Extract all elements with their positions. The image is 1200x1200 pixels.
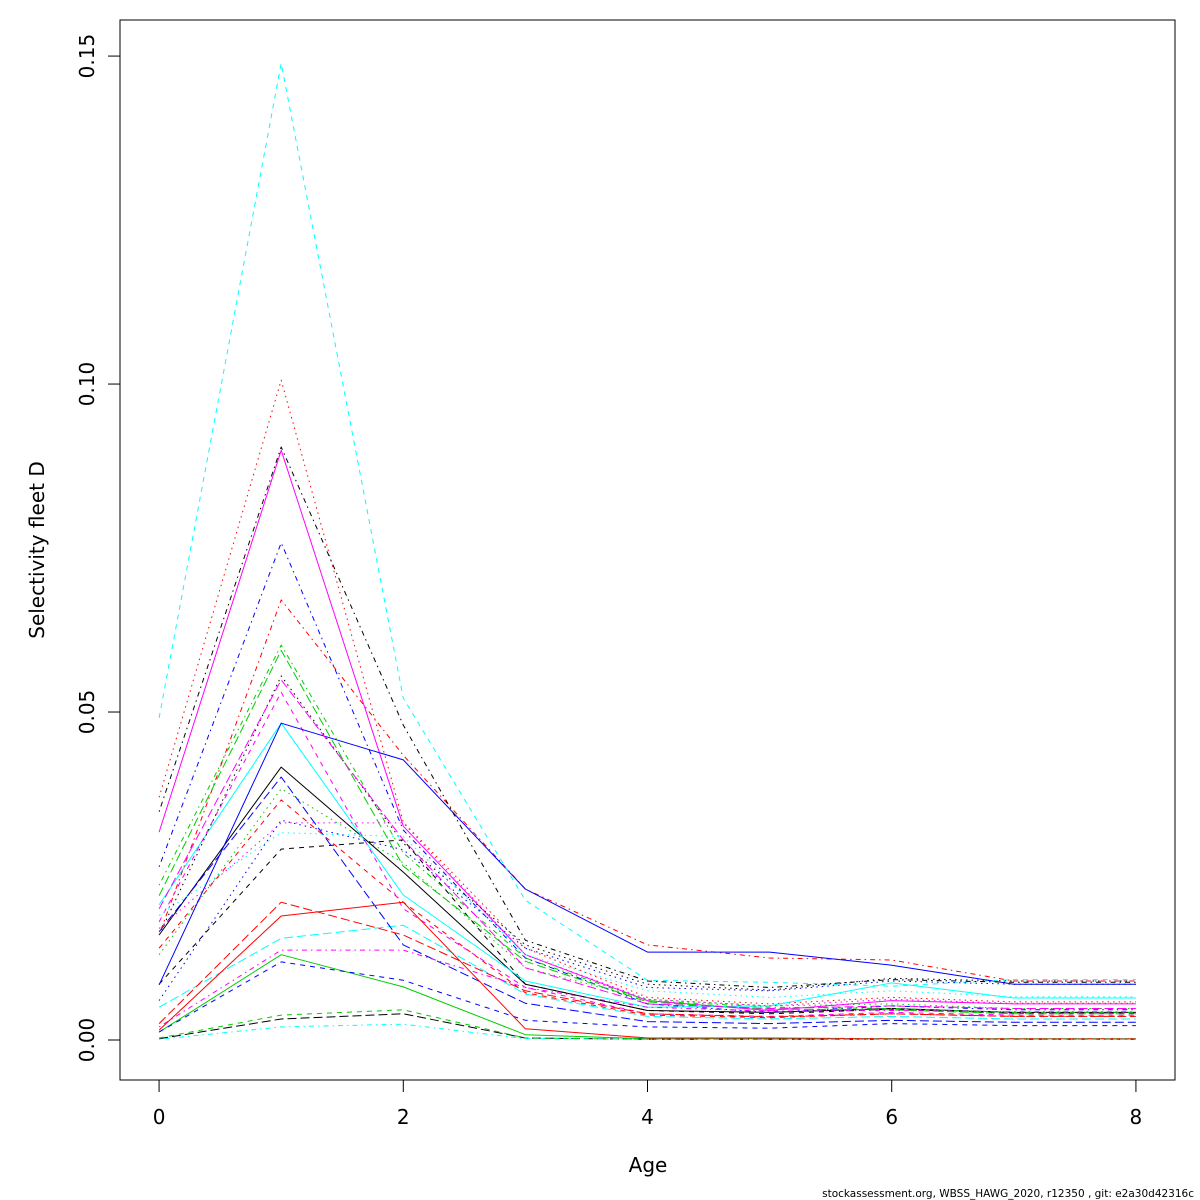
- y-tick-label: 0.05: [75, 690, 99, 735]
- x-tick-label: 0: [153, 1105, 166, 1129]
- series-line-19: [158, 446, 1136, 988]
- series-line-14: [158, 599, 1136, 982]
- series-line-26: [158, 901, 1136, 1040]
- y-tick-label: 0.00: [75, 1018, 99, 1063]
- x-tick-label: 2: [397, 1105, 410, 1129]
- series-line-28: [158, 819, 1136, 1001]
- series-line-6: [158, 449, 1136, 1011]
- y-tick-label: 0.10: [75, 362, 99, 407]
- x-tick-label: 8: [1130, 1105, 1143, 1129]
- series-line-9: [158, 644, 1136, 1013]
- series-line-15: [158, 649, 1136, 1015]
- series-line-16: [158, 722, 1136, 986]
- series-line-25: [159, 1013, 1136, 1040]
- series-line-17: [158, 62, 1136, 987]
- series-line-24: [158, 949, 1136, 1028]
- y-axis-title: Selectivity fleet D: [25, 461, 49, 639]
- series-line-5: [158, 924, 1136, 1020]
- series-line-4: [158, 542, 1136, 1013]
- series-line-23: [158, 832, 1136, 998]
- series-line-22: [158, 961, 1136, 1033]
- series-line-2: [158, 799, 1136, 1019]
- footer-credit: stockassessment.org, WBSS_HAWG_2020, r12…: [822, 1188, 1194, 1200]
- axes: 0 2 4 6 8 0.00 0.05 0.10 0.15: [75, 34, 1142, 1129]
- series-line-20: [158, 901, 1136, 1024]
- series-line-8: [158, 379, 1136, 1005]
- series-line-11: [158, 722, 1136, 1008]
- series-line-10: [158, 776, 1136, 1025]
- series-line-27: [159, 1009, 1136, 1040]
- series-line-7: [158, 839, 1136, 1015]
- series-line-12: [158, 691, 1136, 1017]
- series-line-30: [158, 679, 1136, 1009]
- series-line-3: [158, 788, 1136, 1009]
- series-line-29: [159, 1023, 1136, 1040]
- series-line-21: [158, 954, 1136, 1040]
- x-tick-label: 4: [641, 1105, 654, 1129]
- y-tick-label: 0.15: [75, 34, 99, 79]
- series-layer: [158, 62, 1136, 1040]
- series-line-18: [158, 822, 1136, 1007]
- x-axis-title: Age: [629, 1153, 668, 1177]
- plot-frame: [119, 19, 1176, 1081]
- x-tick-label: 6: [885, 1105, 898, 1129]
- series-line-1: [158, 766, 1136, 1013]
